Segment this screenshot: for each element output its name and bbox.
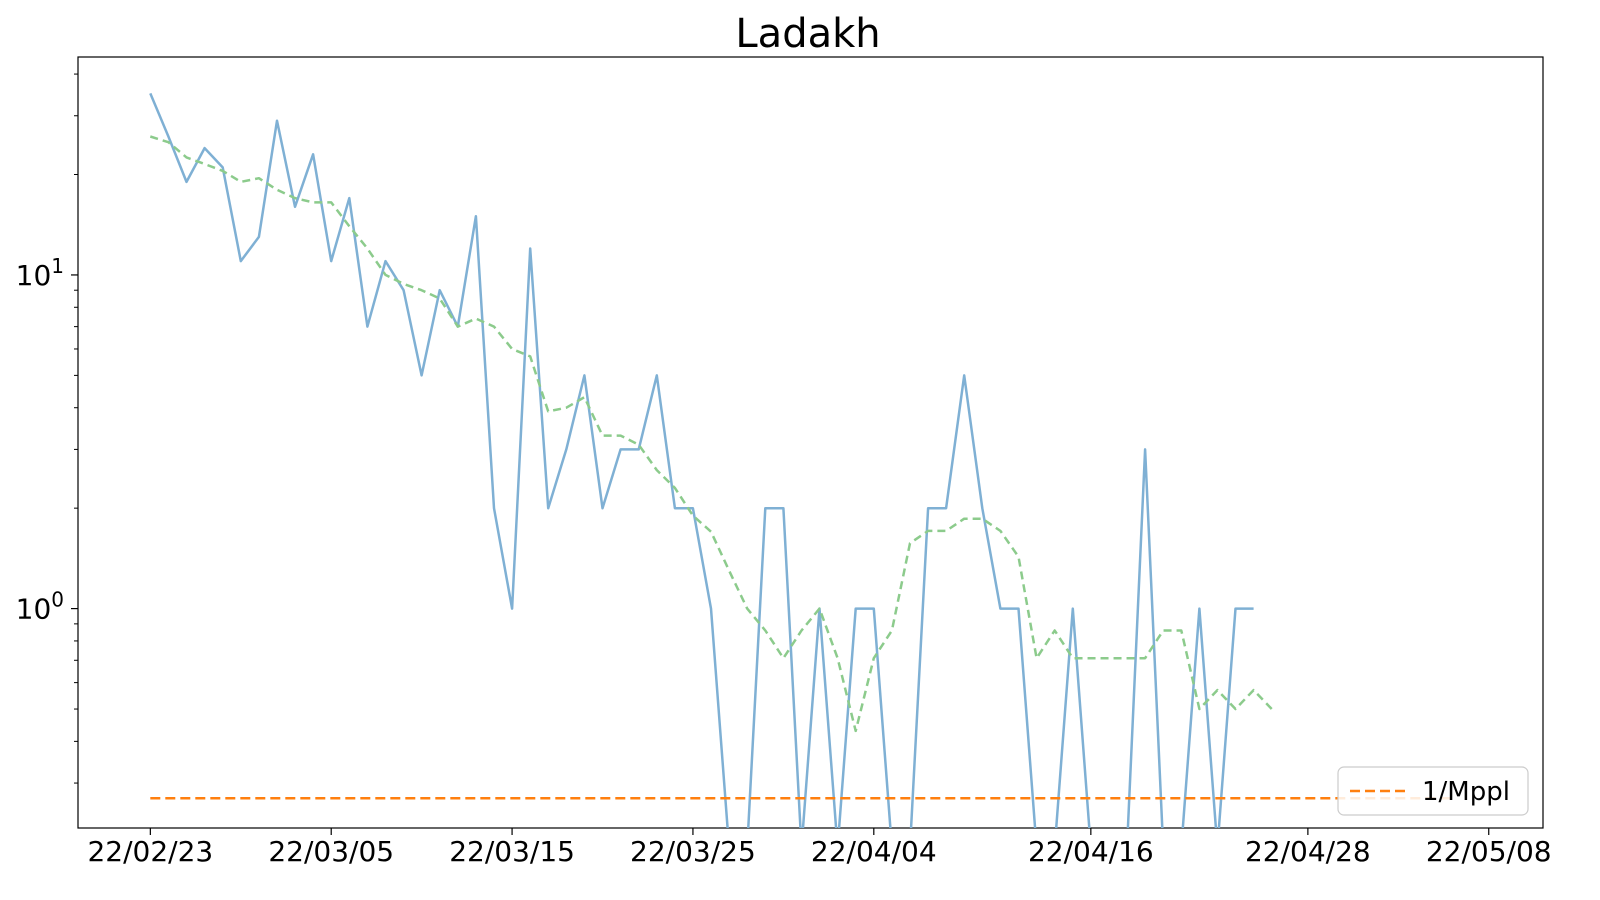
x-tick-label: 22/04/16 [1028,835,1154,868]
x-tick-label: 22/03/25 [630,835,756,868]
chart-title: Ladakh [735,11,880,57]
x-axis: 22/02/23 22/03/05 22/03/15 22/03/25 22/04/04… [87,828,1552,868]
y-axis: 100 101 [16,73,78,784]
legend: 1/Mppl [1337,766,1529,816]
x-tick-label: 22/05/08 [1426,835,1552,868]
x-tick-label: 22/03/05 [268,835,394,868]
legend-box [1337,766,1529,816]
legend-label: 1/Mppl [1422,777,1510,807]
y-tick-label: 101 [16,254,64,292]
x-tick-label: 22/03/15 [449,835,575,868]
x-tick-label: 22/02/23 [87,835,213,868]
x-tick-label: 22/04/28 [1245,835,1371,868]
series-line-1 [149,92,1254,828]
series-line-2 [149,135,1273,733]
plot-frame [77,56,1544,829]
series-layer [149,92,1453,828]
y-tick-label: 100 [16,588,64,626]
x-tick-label: 22/04/04 [811,835,937,868]
